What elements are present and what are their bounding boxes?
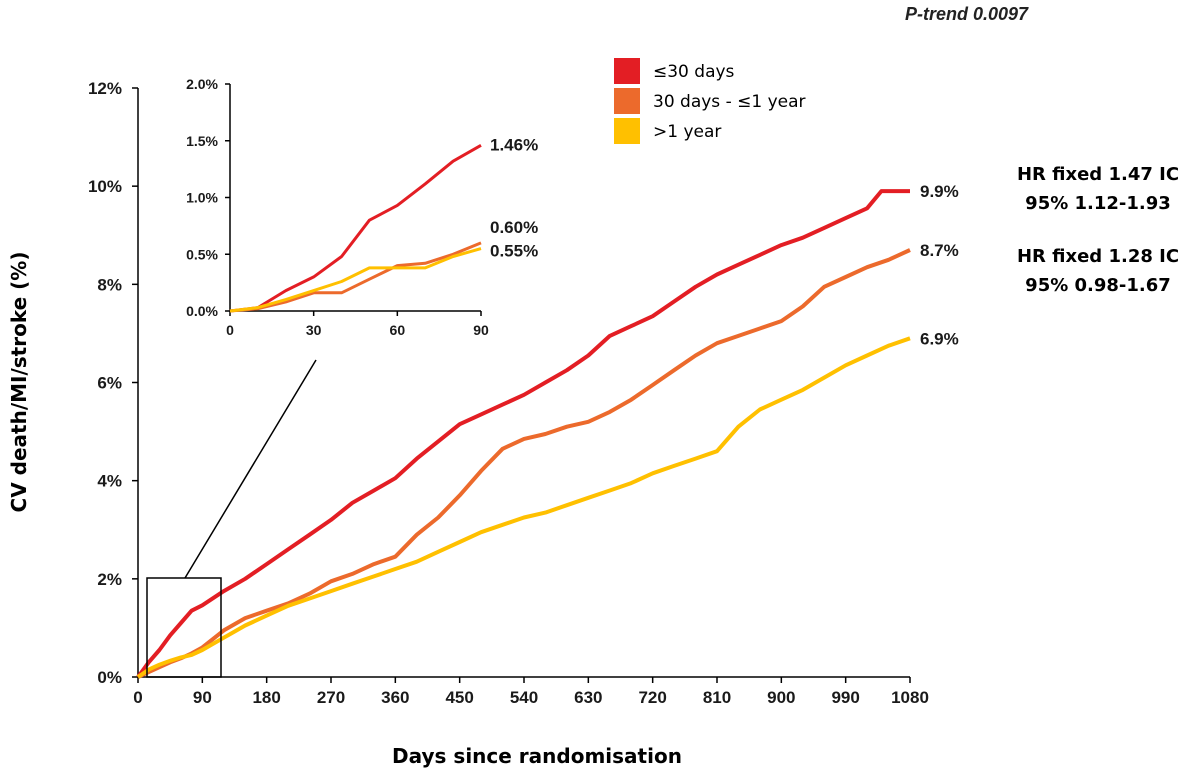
inset-axes: 0 30 60 90 0.0% 0.5% 1.0% 1.5% 2.0%: [186, 76, 489, 338]
main-end-labels: 9.9% 8.7% 6.9%: [920, 182, 959, 348]
main-y-tick-label: 8%: [97, 275, 122, 294]
legend-swatch-3: [614, 118, 640, 144]
hr-1-line-2: 95% 1.12-1.93: [1025, 193, 1171, 214]
main-y-tick-label: 2%: [97, 570, 122, 589]
main-x-tick-label: 0: [133, 688, 142, 707]
main-series: [136, 189, 911, 679]
main-x-tick-label: 810: [703, 688, 731, 707]
inset-y-tick-label: 0.0%: [186, 303, 218, 319]
main-x-tick-label: 720: [638, 688, 666, 707]
main-x-tick-label: 270: [317, 688, 345, 707]
main-y-tick-label: 6%: [97, 374, 122, 393]
main-series-line-2: [137, 248, 911, 679]
main-y-tick-label: 4%: [97, 472, 122, 491]
hr-annotation-2: HR fixed 1.28 IC 95% 0.98-1.67: [1000, 246, 1196, 296]
hr-2-line-2: 95% 0.98-1.67: [1025, 275, 1171, 296]
legend-label-2: 30 days - ≤1 year: [653, 92, 806, 112]
hr-annotation-1: HR fixed 1.47 IC 95% 1.12-1.93: [1000, 164, 1196, 214]
main-x-tick-label: 180: [252, 688, 280, 707]
inset-x-tick-label: 60: [390, 322, 406, 338]
main-series-line-1: [136, 189, 910, 679]
p-trend-label-text: P-trend 0.0097: [905, 4, 1029, 24]
inset-series: [229, 143, 482, 313]
hr-1-line-1: HR fixed 1.47 IC: [1016, 164, 1180, 185]
main-y-tick-label: 0%: [97, 668, 122, 687]
inset-y-tick-label: 2.0%: [186, 76, 218, 92]
hr-2-line-1: HR fixed 1.28 IC: [1016, 246, 1180, 267]
main-x-tick-label: 450: [445, 688, 473, 707]
y-axis-label: CV death/MI/stroke (%): [7, 252, 31, 513]
main-end-label-2: 8.7%: [920, 241, 959, 260]
zoom-connector-line: [184, 359, 317, 579]
inset-y-tick-label: 0.5%: [186, 246, 218, 262]
legend-label-1: ≤30 days: [653, 62, 735, 82]
x-axis-label: Days since randomisation: [392, 744, 682, 768]
main-axes: 0 90 180 270 360 450 540 630 720 810 900 990 10800%2…: [88, 79, 929, 707]
inset-series-line-2: [229, 241, 482, 313]
inset-x-tick-label: 90: [473, 322, 489, 338]
main-x-tick-label: 990: [831, 688, 859, 707]
main-y-tick-label: 12%: [88, 79, 122, 98]
main-y-tick-label: 10%: [88, 177, 122, 196]
legend-label-3: >1 year: [653, 122, 721, 142]
main-x-tick-label: 900: [767, 688, 795, 707]
inset-end-label-3: 0.55%: [490, 242, 538, 261]
inset-y-tick-label: 1.5%: [186, 133, 218, 149]
main-end-label-3: 6.9%: [920, 329, 959, 348]
main-x-tick-label: 540: [510, 688, 538, 707]
zoom-indicator: [146, 359, 317, 678]
inset-end-labels: 1.46% 0.60% 0.55%: [490, 135, 538, 260]
main-end-label-1: 9.9%: [920, 182, 959, 201]
main-x-tick-label: 90: [193, 688, 212, 707]
legend-swatch-1: [614, 58, 640, 84]
inset-end-label-1: 1.46%: [490, 135, 538, 154]
inset-end-label-2: 0.60%: [490, 218, 538, 237]
inset-y-tick-label: 1.0%: [186, 190, 218, 206]
p-trend-label: P-trend 0.0097: [905, 4, 1028, 25]
main-series-line-3: [136, 336, 911, 679]
inset-x-tick-label: 30: [306, 322, 322, 338]
main-x-tick-label: 360: [381, 688, 409, 707]
main-x-tick-label: 630: [574, 688, 602, 707]
inset-x-tick-label: 0: [226, 322, 234, 338]
inset-series-line-1: [229, 143, 482, 313]
main-x-tick-label: 1080: [891, 688, 929, 707]
zoom-box-rect: [146, 577, 222, 678]
legend-swatch-2: [614, 88, 640, 114]
legend: ≤30 days 30 days - ≤1 year >1 year: [614, 58, 806, 144]
inset-series-line-3: [229, 247, 482, 313]
